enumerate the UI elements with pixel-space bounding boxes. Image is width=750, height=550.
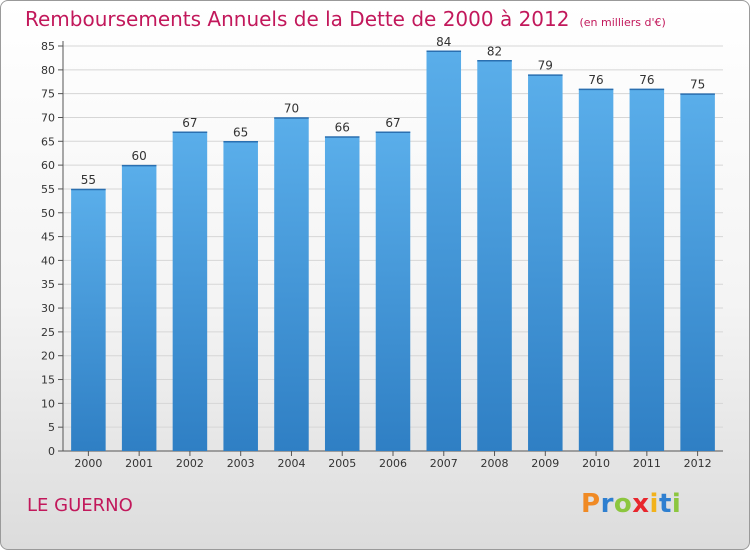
logo-letter: i — [649, 489, 659, 519]
x-tick-label: 2002 — [176, 457, 204, 470]
data-label: 66 — [335, 121, 350, 135]
data-label: 60 — [132, 149, 147, 163]
bar — [375, 131, 411, 451]
y-tick-label: 50 — [41, 207, 55, 220]
x-tick-label: 2005 — [328, 457, 356, 470]
bar — [121, 165, 157, 451]
logo-letter: t — [658, 489, 672, 519]
y-tick-label: 25 — [41, 326, 55, 339]
x-tick-label: 2011 — [633, 457, 661, 470]
logo-letter: P — [581, 489, 601, 519]
logo-letter: x — [632, 489, 650, 519]
x-tick-label: 2006 — [379, 457, 407, 470]
x-tick-label: 2004 — [277, 457, 305, 470]
x-tick-label: 2000 — [74, 457, 102, 470]
y-tick-label: 10 — [41, 397, 55, 410]
x-tick-label: 2008 — [481, 457, 509, 470]
y-tick-label: 5 — [48, 421, 55, 434]
chart-title: Remboursements Annuels de la Dette de 20… — [25, 7, 666, 31]
y-tick-label: 30 — [41, 302, 55, 315]
data-label: 67 — [385, 116, 400, 130]
x-tick-label: 2007 — [430, 457, 458, 470]
y-tick-label: 0 — [48, 445, 55, 458]
data-label: 65 — [233, 125, 248, 139]
y-tick-label: 45 — [41, 231, 55, 244]
data-label: 84 — [436, 35, 451, 49]
bar — [477, 60, 512, 451]
y-tick-label: 80 — [41, 64, 55, 77]
data-label: 67 — [182, 116, 197, 130]
logo-letter: i — [671, 489, 682, 519]
data-label: 55 — [81, 173, 96, 187]
labels: 0 5 10 15 20 25 30 35 40 45 50 55 60 65 70 75 80 85 55 2000… — [41, 35, 712, 470]
chart-title-text: Remboursements Annuels de la Dette de 20… — [25, 7, 570, 31]
y-tick-label: 75 — [41, 88, 55, 101]
bar — [223, 141, 258, 451]
logo-letter: r — [600, 489, 614, 519]
bar — [528, 74, 563, 452]
y-tick-label: 60 — [41, 159, 55, 172]
data-label: 82 — [487, 44, 502, 58]
bar — [172, 131, 208, 451]
x-tick-label: 2003 — [227, 457, 255, 470]
y-tick-label: 65 — [41, 135, 55, 148]
logo-letter: o — [613, 489, 633, 519]
bar — [71, 188, 106, 452]
x-tick-label: 2009 — [531, 457, 559, 470]
bar — [426, 50, 462, 451]
proxiti-logo: Proxiti — [581, 489, 681, 519]
commune-name: LE GUERNO — [27, 495, 133, 516]
x-tick-label: 2010 — [582, 457, 610, 470]
data-label: 70 — [284, 101, 299, 115]
y-tick-label: 40 — [41, 254, 55, 267]
data-label: 76 — [588, 73, 603, 87]
x-tick-label: 2001 — [125, 457, 153, 470]
data-label: 75 — [690, 78, 705, 92]
chart-subtitle: (en milliers d'€) — [579, 16, 666, 29]
bar — [629, 88, 665, 451]
y-tick-label: 20 — [41, 350, 55, 363]
bars — [71, 50, 715, 452]
bar — [274, 117, 309, 452]
y-tick-label: 35 — [41, 278, 55, 291]
data-label: 76 — [639, 73, 654, 87]
bar — [578, 88, 614, 451]
y-tick-label: 85 — [41, 40, 55, 53]
x-tick-label: 2012 — [684, 457, 712, 470]
bar — [324, 136, 360, 451]
y-tick-label: 55 — [41, 183, 55, 196]
bar — [680, 93, 715, 451]
y-tick-label: 15 — [41, 374, 55, 387]
y-tick-label: 70 — [41, 111, 55, 124]
data-label: 79 — [538, 59, 553, 73]
